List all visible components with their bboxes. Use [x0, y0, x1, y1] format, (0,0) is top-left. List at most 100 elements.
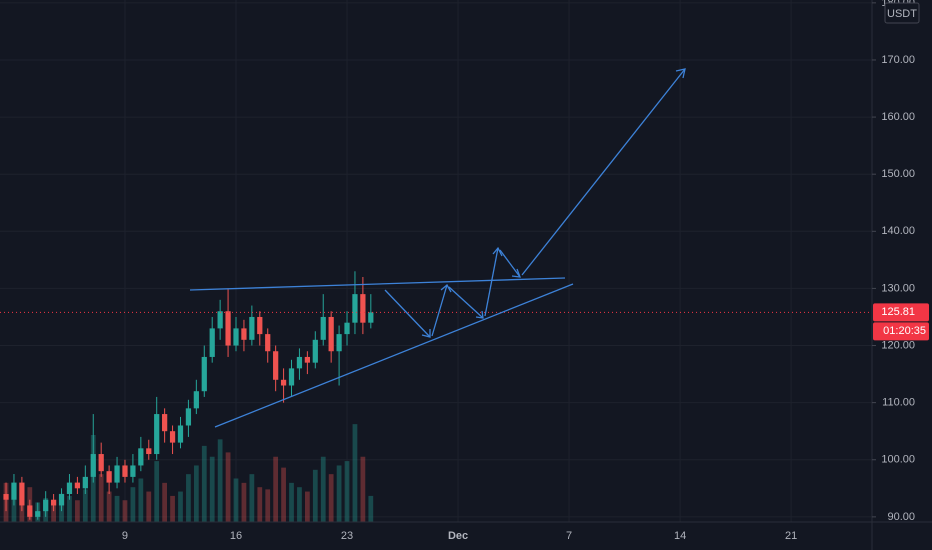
countdown-label: 01:20:35 — [883, 325, 926, 337]
volume-bar — [178, 491, 183, 522]
volume-bar — [201, 445, 207, 522]
candle-body — [90, 454, 96, 477]
candle-body — [312, 339, 318, 363]
volume-bar — [368, 495, 374, 522]
volume-bar — [11, 495, 17, 522]
arrow-head — [421, 329, 431, 338]
candle-body — [106, 471, 112, 483]
arrow-head — [492, 246, 503, 257]
volume-bar — [122, 500, 128, 522]
y-tick-label: 90.00 — [887, 511, 915, 523]
candle-body — [58, 494, 65, 506]
x-tick-label: 14 — [674, 530, 686, 542]
candle-body — [344, 322, 350, 335]
grid-layer — [0, 0, 872, 522]
last-price-label: 125.81 — [881, 306, 915, 318]
candle-body — [193, 391, 199, 409]
candle-body — [225, 311, 231, 346]
time-scale — [0, 522, 932, 550]
candle-body — [249, 316, 255, 340]
arrow — [484, 247, 499, 317]
candle-body — [273, 351, 279, 380]
candle-body — [146, 448, 152, 455]
candle-body — [43, 499, 49, 512]
volume-bar — [154, 461, 160, 522]
volume-bar — [320, 456, 326, 522]
countdown-box — [873, 322, 929, 341]
volume-bar — [336, 465, 342, 522]
candle-body — [209, 328, 215, 357]
volume-bar — [360, 456, 366, 522]
candle-body — [288, 368, 295, 386]
y-tick-label: 150.00 — [881, 168, 915, 180]
price-scale — [872, 0, 932, 550]
candle-body — [122, 465, 128, 477]
y-tick-label: 140.00 — [881, 225, 915, 237]
candle-body — [304, 356, 310, 363]
arrow — [448, 286, 484, 319]
volume-bar — [130, 487, 136, 522]
arrow — [384, 289, 431, 338]
trend-line — [189, 277, 566, 291]
x-tick-label: 16 — [230, 530, 242, 542]
y-tick-label: 170.00 — [881, 54, 915, 66]
volume-bar — [138, 478, 144, 522]
candle-body — [3, 494, 9, 500]
volume-bar — [304, 491, 310, 522]
arrow-head — [440, 284, 452, 293]
y-tick-label: 120.00 — [881, 339, 915, 351]
volume-bar — [312, 469, 318, 522]
candle-body — [19, 482, 25, 506]
volume-bar — [51, 504, 56, 522]
candle-body — [265, 334, 271, 352]
candle-body — [201, 356, 207, 392]
candle-body — [82, 476, 88, 489]
x-tick-label: 9 — [122, 530, 128, 542]
candle-body — [162, 414, 168, 432]
candle-body — [336, 334, 342, 352]
volume-bar — [265, 489, 271, 522]
volume-bar — [106, 491, 112, 522]
candle-body — [368, 312, 374, 323]
volume-bar — [257, 487, 263, 522]
arrow — [431, 284, 448, 337]
candle-body — [352, 294, 358, 323]
candle-body — [241, 328, 247, 340]
volume-bar — [249, 474, 255, 522]
last-price-box — [873, 303, 929, 322]
candle-body — [217, 311, 223, 329]
candle-body — [328, 316, 334, 352]
plot-layer — [0, 271, 872, 522]
axes-layer: 90.00 100.00 110.00 120.00 130.00 140.00 150.0… — [122, 0, 929, 542]
x-tick-label: 7 — [566, 530, 572, 542]
volume-bar — [98, 474, 104, 522]
volume-bar — [352, 424, 358, 522]
candle-body — [130, 465, 136, 477]
arrow — [521, 68, 686, 276]
volume-bar — [114, 495, 120, 522]
volume-bar — [209, 456, 215, 522]
candle-body — [50, 499, 57, 506]
arrow-head — [675, 68, 686, 79]
volume-bar — [289, 482, 294, 522]
arrow — [499, 249, 521, 278]
candle-body — [27, 505, 33, 517]
candle-body — [169, 431, 176, 443]
volume-bar — [217, 439, 223, 522]
y-tick-label: 160.00 — [881, 111, 915, 123]
volume-bar — [241, 482, 247, 522]
volume-bar — [170, 495, 175, 522]
volume-bar — [162, 482, 168, 522]
volume-bar — [344, 461, 350, 522]
drawings — [189, 68, 686, 428]
y-tick-label: 100.00 — [881, 454, 915, 466]
candle-body — [320, 316, 326, 340]
candle-body — [154, 414, 160, 455]
arrow-head — [511, 268, 521, 278]
candle-body — [11, 482, 17, 500]
y-tick-label: 130.00 — [881, 282, 915, 294]
volume-bar — [273, 456, 279, 522]
candle-body — [177, 425, 184, 443]
candle-body — [185, 408, 192, 426]
